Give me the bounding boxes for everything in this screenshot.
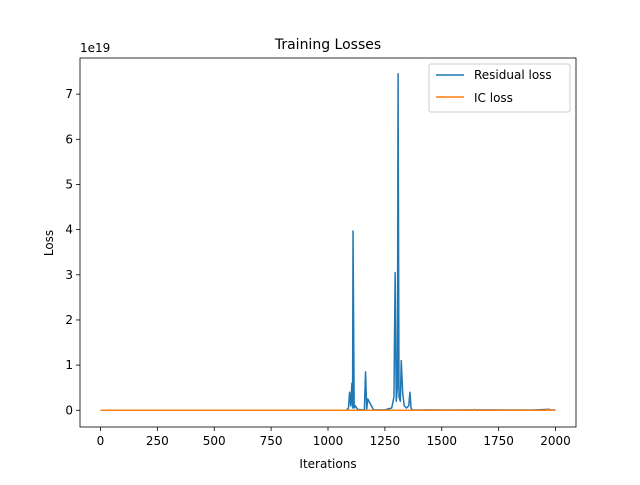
legend: Residual loss IC loss [428,63,571,113]
y-tick-label: 6 [65,132,73,146]
y-tick-label: 0 [65,403,73,417]
legend-box [428,63,571,113]
x-tick-label: 1250 [370,434,401,448]
y-axis-offset-label: 1e19 [80,41,110,55]
x-axis-label: Iterations [299,457,356,471]
x-tick-label: 2000 [540,434,571,448]
x-tick-label: 1500 [426,434,457,448]
x-tick-label: 0 [97,434,105,448]
y-tick-label: 3 [65,268,73,282]
y-tick-label: 2 [65,313,73,327]
series-line-ic-loss [100,408,556,412]
legend-label-ic-loss: IC loss [474,91,513,105]
y-tick-label: 4 [65,223,73,237]
y-axis-ticks: 0 1 2 3 4 5 6 7 [65,87,80,417]
y-tick-label: 5 [65,177,73,191]
x-tick-label: 1000 [313,434,344,448]
x-tick-label: 750 [260,434,283,448]
series-layer [100,73,556,412]
x-tick-label: 250 [146,434,169,448]
y-tick-label: 1 [65,358,73,372]
y-tick-label: 7 [65,87,73,101]
chart-title: Training Losses [274,37,381,53]
x-tick-label: 500 [203,434,226,448]
x-tick-label: 1750 [483,434,514,448]
legend-label-residual-loss: Residual loss [474,68,552,82]
y-axis-label: Loss [42,230,56,256]
x-axis-ticks: 0 250 500 750 1000 1250 1500 1750 2000 [97,427,571,448]
